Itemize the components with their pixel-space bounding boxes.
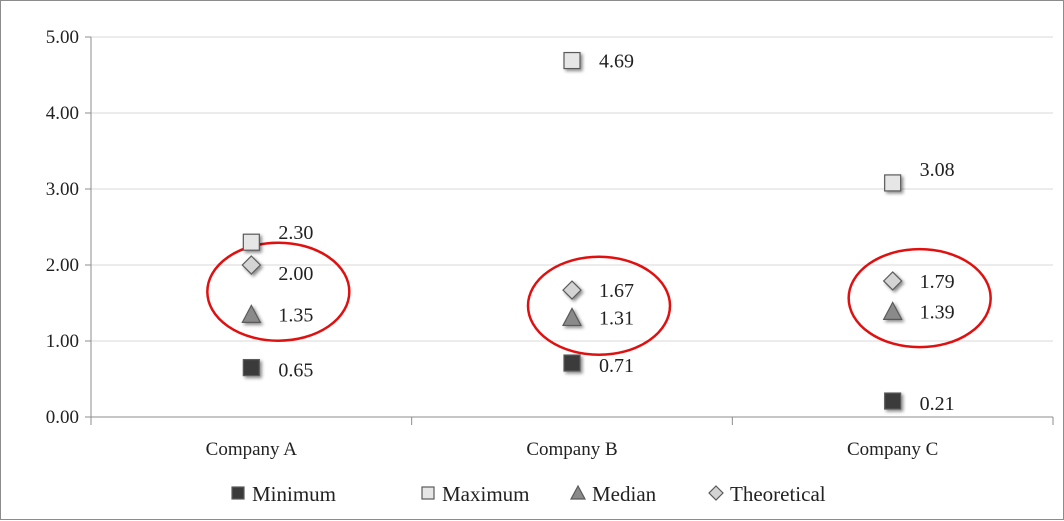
- maximum-point: [884, 174, 902, 192]
- x-category-label: Company A: [206, 439, 298, 460]
- legend: Minimum Maximum Median Theoretical: [231, 482, 826, 506]
- median-point: [562, 307, 582, 327]
- minimum-point: [242, 359, 260, 377]
- theoretical-point: [562, 280, 582, 300]
- highlight-ellipses: [206, 241, 992, 357]
- minimum-point: [563, 354, 581, 372]
- legend-theoretical-label: Theoretical: [730, 482, 826, 506]
- theoretical-point: [241, 255, 262, 275]
- x-category-label: Company C: [847, 439, 938, 460]
- median-value-label: 1.31: [599, 307, 634, 329]
- minimum-point: [884, 392, 902, 410]
- highlight-ellipse: [206, 241, 351, 342]
- theoretical-value-label: 1.67: [599, 280, 634, 302]
- maximum-value-label: 2.30: [278, 222, 313, 244]
- legend-median-icon: [569, 484, 587, 500]
- median-point: [241, 304, 262, 323]
- minimum-value-label: 0.21: [920, 393, 955, 415]
- highlight-ellipse: [526, 255, 672, 357]
- legend-median-label: Median: [592, 482, 657, 506]
- data-labels: 0.65 0.71 0.21 2.30 4.69 3.08 1.35 1.31 1.39 2.00…: [278, 51, 954, 415]
- y-tick-label: 5.00: [46, 27, 79, 48]
- legend-minimum-icon: [231, 486, 245, 500]
- theoretical-value-label: 1.79: [920, 271, 955, 293]
- theoretical-point: [882, 271, 903, 291]
- y-tick-label: 2.00: [46, 255, 79, 276]
- maximum-point: [242, 233, 260, 251]
- maximum-value-label: 3.08: [920, 159, 955, 181]
- maximum-point: [563, 51, 581, 70]
- theoretical-value-label: 2.00: [278, 263, 313, 285]
- y-tick-label: 4.00: [46, 103, 79, 124]
- y-tick-label: 0.00: [46, 407, 79, 428]
- median-point: [882, 301, 903, 320]
- maximum-value-label: 4.69: [599, 51, 634, 73]
- median-value-label: 1.35: [278, 304, 313, 326]
- legend-minimum-label: Minimum: [252, 482, 336, 506]
- data-markers: [241, 51, 903, 410]
- legend-theoretical-icon: [708, 485, 724, 501]
- x-category-label: Company B: [526, 439, 617, 460]
- y-tick-label: 3.00: [46, 179, 79, 200]
- axes: 0.00 1.00 2.00 3.00 4.00 5.00 Company A Company…: [46, 27, 1054, 460]
- median-value-label: 1.39: [920, 301, 955, 323]
- legend-maximum-label: Maximum: [442, 482, 530, 506]
- legend-maximum-icon: [421, 486, 435, 500]
- y-tick-label: 1.00: [46, 331, 79, 352]
- highlight-ellipse: [847, 247, 992, 349]
- minimum-value-label: 0.71: [599, 355, 634, 377]
- minimum-value-label: 0.65: [278, 360, 313, 382]
